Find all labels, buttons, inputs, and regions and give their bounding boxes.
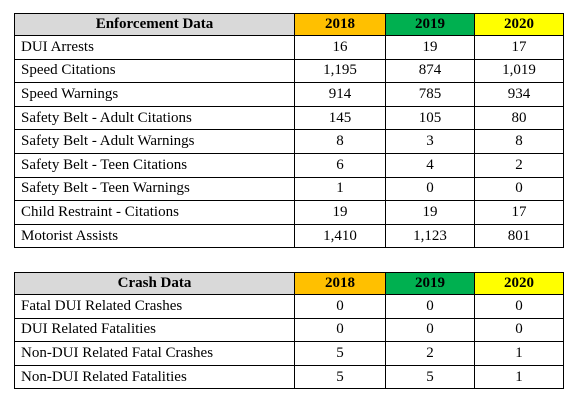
cell-value: 1 [474, 364, 564, 390]
header-row: Crash Data 2018 2019 2020 [14, 272, 564, 295]
cell-value: 3 [385, 129, 475, 154]
table-body: Crash Data 2018 2019 2020 Fatal DUI Related … [14, 272, 564, 390]
header-row: Enforcement Data 2018 2019 2020 [14, 13, 564, 36]
cell-value: 105 [385, 105, 475, 131]
year-header: 2019 [385, 272, 475, 295]
data-table: Crash Data 2018 2019 2020 Fatal DUI Related … [14, 272, 564, 390]
cell-value: 0 [474, 176, 564, 202]
year-header: 2019 [385, 13, 475, 36]
row-label: Safety Belt - Adult Citations [14, 105, 295, 131]
cell-value: 874 [385, 58, 475, 84]
cell-value: 5 [294, 364, 386, 390]
cell-value: 0 [385, 176, 475, 202]
row-label: Safety Belt - Adult Warnings [14, 129, 295, 154]
cell-value: 17 [474, 200, 564, 225]
year-header: 2018 [294, 272, 386, 295]
cell-value: 785 [385, 82, 475, 107]
cell-value: 0 [474, 294, 564, 319]
cell-value: 5 [385, 364, 475, 390]
cell-value: 2 [385, 341, 475, 366]
year-header: 2018 [294, 13, 386, 36]
cell-value: 19 [385, 200, 475, 225]
cell-value: 8 [294, 129, 386, 154]
table-row: Non-DUI Related Fatalities 5 5 1 [14, 364, 564, 390]
cell-value: 0 [474, 317, 564, 343]
row-label: Speed Warnings [14, 82, 295, 107]
cell-value: 0 [385, 294, 475, 319]
table-row: DUI Related Fatalities 0 0 0 [14, 317, 564, 343]
header-title: Crash Data [14, 272, 295, 295]
cell-value: 0 [294, 317, 386, 343]
cell-value: 801 [474, 223, 564, 249]
cell-value: 17 [474, 35, 564, 60]
cell-value: 16 [294, 35, 386, 60]
row-label: DUI Related Fatalities [14, 317, 295, 343]
cell-value: 80 [474, 105, 564, 131]
table-row: Speed Citations 1,195 874 1,019 [14, 58, 564, 84]
row-label: Speed Citations [14, 58, 295, 84]
cell-value: 145 [294, 105, 386, 131]
cell-value: 0 [294, 294, 386, 319]
row-label: DUI Arrests [14, 35, 295, 60]
table-row: Motorist Assists 1,410 1,123 801 [14, 223, 564, 249]
table-row: DUI Arrests 16 19 17 [14, 35, 564, 60]
header-title: Enforcement Data [14, 13, 295, 36]
table-row: Speed Warnings 914 785 934 [14, 82, 564, 107]
cell-value: 1,195 [294, 58, 386, 84]
cell-value: 1,123 [385, 223, 475, 249]
row-label: Motorist Assists [14, 223, 295, 249]
table-row: Safety Belt - Teen Warnings 1 0 0 [14, 176, 564, 202]
cell-value: 0 [385, 317, 475, 343]
table-row: Child Restraint - Citations 19 19 17 [14, 200, 564, 225]
cell-value: 914 [294, 82, 386, 107]
table-row: Non-DUI Related Fatal Crashes 5 2 1 [14, 341, 564, 366]
table-row: Safety Belt - Adult Warnings 8 3 8 [14, 129, 564, 154]
cell-value: 2 [474, 152, 564, 178]
cell-value: 934 [474, 82, 564, 107]
row-label: Fatal DUI Related Crashes [14, 294, 295, 319]
cell-value: 6 [294, 152, 386, 178]
cell-value: 8 [474, 129, 564, 154]
cell-value: 1,019 [474, 58, 564, 84]
table-row: Fatal DUI Related Crashes 0 0 0 [14, 294, 564, 319]
cell-value: 19 [385, 35, 475, 60]
cell-value: 1 [294, 176, 386, 202]
year-header: 2020 [474, 272, 564, 295]
table-row: Safety Belt - Teen Citations 6 4 2 [14, 152, 564, 178]
cell-value: 1 [474, 341, 564, 366]
cell-value: 4 [385, 152, 475, 178]
table-row: Safety Belt - Adult Citations 145 105 80 [14, 105, 564, 131]
row-label: Safety Belt - Teen Citations [14, 152, 295, 178]
cell-value: 19 [294, 200, 386, 225]
row-label: Non-DUI Related Fatal Crashes [14, 341, 295, 366]
table-body: Enforcement Data 2018 2019 2020 DUI Arrests 1… [14, 13, 564, 249]
data-table: Enforcement Data 2018 2019 2020 DUI Arrests 1… [14, 13, 564, 249]
cell-value: 1,410 [294, 223, 386, 249]
row-label: Child Restraint - Citations [14, 200, 295, 225]
row-label: Non-DUI Related Fatalities [14, 364, 295, 390]
cell-value: 5 [294, 341, 386, 366]
row-label: Safety Belt - Teen Warnings [14, 176, 295, 202]
year-header: 2020 [474, 13, 564, 36]
